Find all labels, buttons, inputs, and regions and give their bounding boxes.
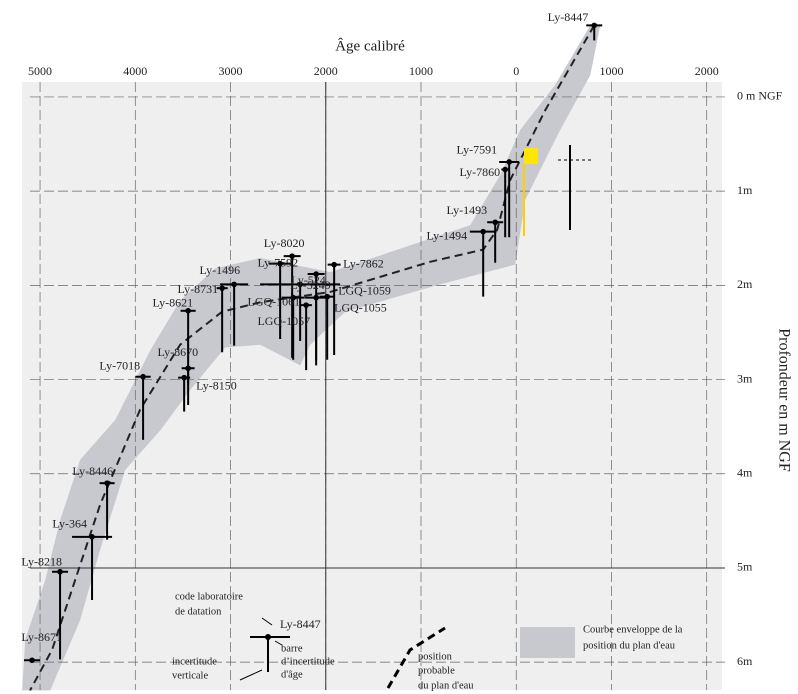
sample-label: Ly-1493	[447, 203, 488, 217]
sample-point	[57, 568, 63, 575]
sample-point	[181, 374, 187, 381]
sample-point	[591, 22, 598, 29]
sample-point	[502, 166, 508, 173]
legend-text: de datation	[175, 606, 222, 617]
sample-point	[492, 219, 498, 226]
x-tick-label: 2000	[695, 64, 719, 78]
x-tick-label: 1000	[599, 64, 623, 78]
sample-label: Ly-7592	[257, 255, 298, 269]
legend-point	[265, 634, 271, 640]
sample-point	[29, 657, 35, 664]
sample-label: Ly-8621	[152, 296, 193, 310]
x-tick-label: 1000	[409, 64, 433, 78]
sample-label: Ly-8150	[196, 378, 237, 392]
sample-point	[185, 365, 191, 372]
legend-text: Ly-8447	[280, 617, 321, 631]
sample-label: Ly-8671	[21, 630, 62, 644]
sample-point	[231, 281, 237, 288]
sample-label: Ly-7591	[457, 143, 498, 157]
legend: code laboratoire de datation Ly-8447 bar…	[172, 591, 683, 691]
legend-text: incertitude	[172, 656, 217, 667]
sample-label: Ly-5249	[290, 278, 331, 292]
sample-point	[331, 261, 337, 268]
sample-label: Ly-8447	[548, 10, 589, 24]
sample-point	[89, 534, 95, 540]
legend-text: barre	[281, 643, 303, 654]
sample-point	[277, 260, 283, 267]
sample-label: Ly-1494	[427, 228, 468, 242]
sample-point	[104, 480, 110, 486]
x-tick-label: 4000	[123, 64, 147, 78]
sample-label: Ly-8446	[72, 464, 113, 478]
sample-label: Ly-8020	[264, 236, 305, 250]
x-tick-label: 3000	[219, 64, 243, 78]
legend-text: code laboratoire	[175, 591, 243, 602]
sample-point	[185, 307, 191, 314]
sample-point	[506, 159, 512, 165]
sample-point	[140, 373, 146, 380]
legend-text: position du plan d'eau	[583, 640, 676, 651]
highlight-marker	[524, 148, 538, 164]
y-tick-label: 5m	[737, 560, 753, 574]
y-tick-label: 2m	[737, 277, 753, 291]
sample-point	[289, 253, 295, 259]
pointer	[261, 617, 273, 626]
legend-text: Courbe enveloppe de la	[583, 624, 683, 635]
y-tick-label: 6m	[737, 654, 753, 668]
legend-text: du plan d'eau	[418, 680, 474, 691]
sample-point	[313, 294, 319, 301]
sample-label: LGQ-1057	[257, 314, 310, 328]
sample-label: Ly-1496	[199, 263, 240, 277]
sample-label: LGQ-1055	[334, 300, 387, 314]
legend-text: position	[418, 651, 453, 662]
x-axis-title: Âge calibré	[335, 37, 405, 54]
y-tick-label: 4m	[737, 465, 753, 479]
y-tick-label: 1m	[737, 183, 753, 197]
legend-envelope	[520, 627, 575, 658]
sample-point	[297, 281, 303, 288]
sample-label: Ly-8670	[157, 345, 198, 359]
sample-label: LGQ-1061	[248, 294, 301, 308]
sample-label: Ly-7018	[99, 358, 140, 372]
y-tick-label: 3m	[737, 371, 753, 385]
sample-point	[480, 228, 486, 235]
x-tick-label: 5000	[28, 64, 52, 78]
legend-text: probable	[418, 665, 455, 676]
legend-text: verticale	[172, 670, 208, 681]
legend-water-line	[386, 626, 446, 689]
sample-point	[290, 294, 296, 301]
sample-point	[219, 285, 225, 291]
sample-label: LGQ-1059	[338, 283, 391, 297]
sample-label: Ly-364	[52, 517, 87, 531]
legend-text: d’incertitude	[281, 656, 335, 667]
sample-label: Ly-7860	[460, 165, 501, 179]
sample-label: Ly-8731	[177, 282, 218, 296]
pointer	[239, 669, 263, 681]
x-tick-label: 2000	[314, 64, 338, 78]
legend-text: d'âge	[281, 669, 303, 680]
y-tick-label: 0 m NGF	[737, 89, 783, 103]
sample-point	[303, 302, 309, 308]
sample-label: Ly-7862	[343, 256, 384, 270]
plot-layer: 5000 4000 3000 2000 1000 0 1000 2000 0 m NGF 1m 2m…	[22, 22, 783, 691]
y-axis-title: Profondeur en m NGF	[775, 328, 792, 472]
sample-label: Ly-8218	[21, 554, 62, 568]
sample-point	[313, 271, 319, 277]
pointer	[274, 640, 283, 646]
plot-background	[22, 82, 722, 690]
sample-label: Ly-524	[291, 273, 326, 287]
water-level-line	[29, 24, 596, 691]
x-tick-label: 0	[513, 64, 519, 78]
